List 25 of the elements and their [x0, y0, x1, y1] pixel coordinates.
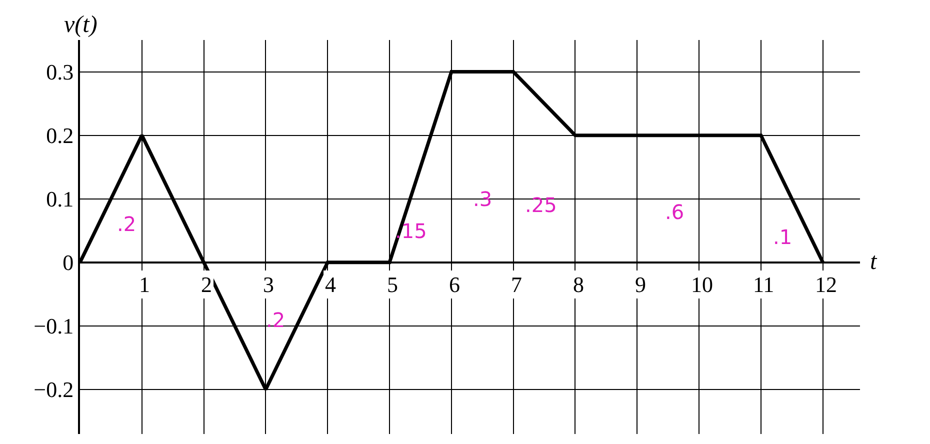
y-tick-label: 0.3 — [46, 59, 74, 84]
x-tick-label: 10 — [691, 272, 713, 297]
x-tick-label: 8 — [573, 272, 584, 297]
x-axis-title: t — [870, 249, 878, 275]
x-tick-label: 6 — [449, 272, 460, 297]
x-tick-label: 5 — [387, 272, 398, 297]
y-tick-label: 0.1 — [46, 186, 74, 212]
x-tick-label: 4 — [325, 272, 336, 297]
x-tick-label: 9 — [635, 272, 646, 297]
x-tick-label: 3 — [263, 272, 274, 297]
x-tick-label: 2 — [201, 272, 212, 297]
annotation: .6 — [665, 200, 684, 224]
y-axis-title: v(t) — [64, 12, 98, 38]
x-tick-label: 7 — [511, 272, 522, 297]
annotation: .25 — [525, 193, 557, 217]
x-tick-label: 11 — [753, 272, 774, 297]
y-tick-label: 0.2 — [46, 123, 74, 148]
annotation: .1 — [773, 225, 792, 249]
y-tick-label: 0 — [62, 250, 74, 276]
y-tick-label: −0.1 — [34, 314, 74, 339]
x-tick-label: 1 — [139, 272, 150, 297]
y-tick-label: −0.2 — [34, 377, 74, 402]
x-tick-label: 12 — [815, 272, 837, 297]
annotation: .2 — [266, 308, 286, 332]
annotation: .2 — [117, 212, 136, 236]
